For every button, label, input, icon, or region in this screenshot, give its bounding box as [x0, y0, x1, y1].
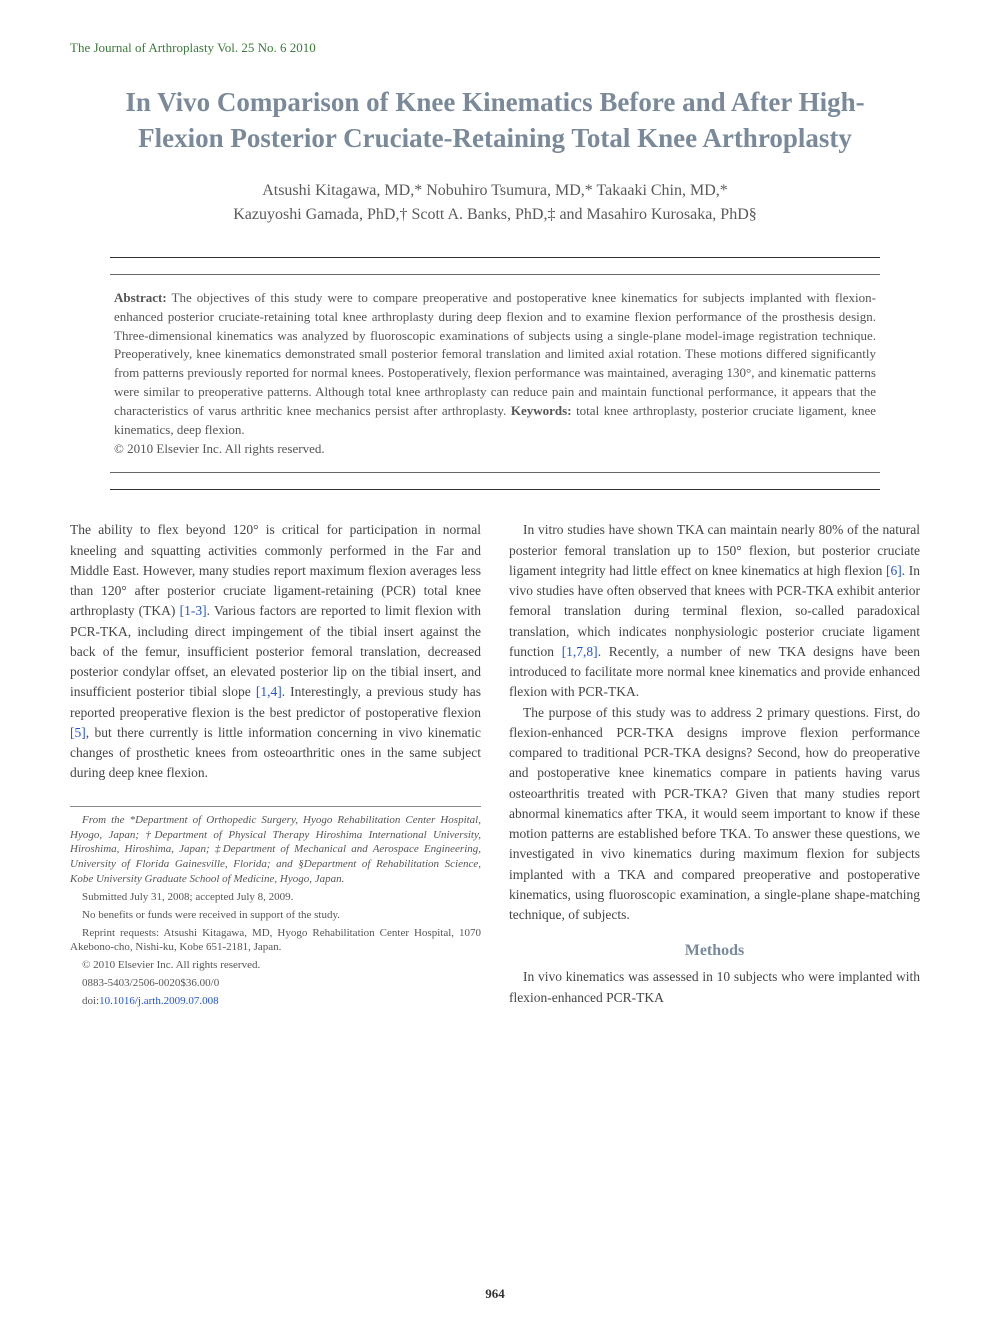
- body-text: In vitro studies have shown TKA can main…: [509, 522, 920, 578]
- footnotes-block: From the *Department of Orthopedic Surge…: [70, 806, 481, 1009]
- authors-line-2: Kazuyoshi Gamada, PhD,† Scott A. Banks, …: [70, 203, 920, 227]
- abstract-body: The objectives of this study were to com…: [114, 290, 876, 418]
- doi-prefix: doi:: [82, 995, 99, 1007]
- body-columns: The ability to flex beyond 120° is criti…: [70, 520, 920, 1008]
- funding-statement: No benefits or funds were received in su…: [70, 908, 481, 923]
- body-paragraph: In vivo kinematics was assessed in 10 su…: [509, 967, 920, 1008]
- citation-link[interactable]: [5]: [70, 725, 86, 740]
- body-paragraph: The purpose of this study was to address…: [509, 703, 920, 926]
- journal-header: The Journal of Arthroplasty Vol. 25 No. …: [70, 40, 920, 56]
- citation-link[interactable]: [1-3]: [180, 603, 207, 618]
- abstract-text: Abstract: The objectives of this study w…: [110, 274, 880, 474]
- page-number: 964: [0, 1286, 990, 1302]
- citation-link[interactable]: [1,7,8]: [562, 644, 598, 659]
- column-left: The ability to flex beyond 120° is criti…: [70, 520, 481, 1008]
- issn-line: 0883-5403/2506-0020$36.00/0: [70, 976, 481, 991]
- abstract-container: Abstract: The objectives of this study w…: [110, 257, 880, 491]
- submission-dates: Submitted July 31, 2008; accepted July 8…: [70, 890, 481, 905]
- body-text: , but there currently is little informat…: [70, 725, 481, 781]
- keywords-label: Keywords:: [511, 403, 572, 418]
- citation-link[interactable]: [6]: [886, 563, 902, 578]
- doi-link[interactable]: 10.1016/j.arth.2009.07.008: [99, 995, 218, 1007]
- authors-block: Atsushi Kitagawa, MD,* Nobuhiro Tsumura,…: [70, 179, 920, 227]
- intro-paragraph: The ability to flex beyond 120° is criti…: [70, 520, 481, 783]
- column-right: In vitro studies have shown TKA can main…: [509, 520, 920, 1008]
- abstract-label: Abstract:: [114, 290, 167, 305]
- article-title: In Vivo Comparison of Knee Kinematics Be…: [90, 84, 900, 157]
- abstract-copyright: © 2010 Elsevier Inc. All rights reserved…: [114, 441, 325, 456]
- citation-link[interactable]: [1,4]: [256, 684, 282, 699]
- reprint-requests: Reprint requests: Atsushi Kitagawa, MD, …: [70, 926, 481, 956]
- affiliations: From the *Department of Orthopedic Surge…: [70, 813, 481, 887]
- copyright-line: © 2010 Elsevier Inc. All rights reserved…: [70, 958, 481, 973]
- methods-heading: Methods: [509, 939, 920, 963]
- body-paragraph: In vitro studies have shown TKA can main…: [509, 520, 920, 702]
- authors-line-1: Atsushi Kitagawa, MD,* Nobuhiro Tsumura,…: [70, 179, 920, 203]
- doi-line: doi:10.1016/j.arth.2009.07.008: [70, 994, 481, 1009]
